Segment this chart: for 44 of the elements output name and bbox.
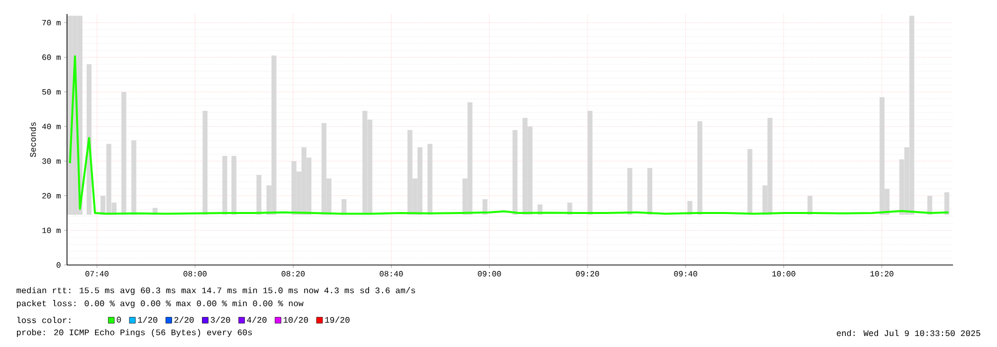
bar bbox=[231, 156, 236, 215]
bar bbox=[512, 130, 518, 215]
legend-title: loss color: bbox=[17, 316, 70, 324]
y-tick-label: 40 m bbox=[42, 124, 61, 130]
bar bbox=[256, 174, 262, 215]
y-tick-label: 0 bbox=[56, 262, 60, 268]
bar bbox=[131, 140, 136, 215]
text: median rtt: 15.5 ms avg 60.3 ms max 14.7 ms min 15.0 ms now 4.3 ms sd 3.6 am/s bbox=[16, 287, 416, 295]
bar bbox=[121, 92, 126, 215]
x-tick-label: 09:20 bbox=[576, 271, 600, 276]
bar bbox=[944, 192, 950, 215]
legend-label: 0 bbox=[116, 316, 121, 322]
y-tick-label: 20 m bbox=[42, 193, 61, 198]
x-tick-label: 08:00 bbox=[184, 271, 207, 276]
y-tick-label: 60 m bbox=[42, 54, 61, 60]
y-axis-title: Seconds bbox=[30, 122, 36, 158]
x-tick-label: 08:20 bbox=[282, 271, 305, 276]
bar bbox=[427, 144, 432, 215]
x-tick-label: 10:00 bbox=[772, 271, 796, 276]
y-tick-label: 70 m bbox=[42, 20, 61, 26]
bar bbox=[202, 110, 208, 215]
bar bbox=[588, 110, 593, 215]
text: probe: 20 ICMP Echo Pings (56 Bytes) every 60s bbox=[16, 329, 252, 337]
y-tick-label: 30 m bbox=[42, 158, 61, 164]
legend-label: 3/20 bbox=[210, 316, 230, 323]
x-tick-label: 09:40 bbox=[674, 271, 698, 276]
bar bbox=[627, 168, 632, 215]
legend-label: 2/20 bbox=[174, 316, 194, 323]
y-tick-label: 50 m bbox=[42, 89, 61, 95]
x-tick-label: 09:00 bbox=[478, 271, 501, 276]
legend-label: 10/20 bbox=[284, 316, 308, 323]
x-tick-label: 08:40 bbox=[380, 271, 403, 276]
bar bbox=[747, 149, 752, 215]
bar bbox=[647, 168, 652, 215]
text: packet loss: 0.00 % avg 0.00 % max 0.00 % min 0.00 % now bbox=[16, 300, 304, 308]
line-series bbox=[68, 55, 950, 215]
legend-label: 19/20 bbox=[325, 316, 350, 323]
text: end: Wed Jul 9 10:33:50 2025 bbox=[836, 330, 980, 336]
legend-label: 4/20 bbox=[247, 316, 266, 323]
legend-label: 1/20 bbox=[138, 316, 158, 323]
x-tick-label: 07:40 bbox=[85, 271, 108, 276]
bar bbox=[697, 121, 702, 215]
y-tick-label: 10 m bbox=[42, 228, 61, 234]
x-tick-label: 10:20 bbox=[870, 271, 894, 276]
